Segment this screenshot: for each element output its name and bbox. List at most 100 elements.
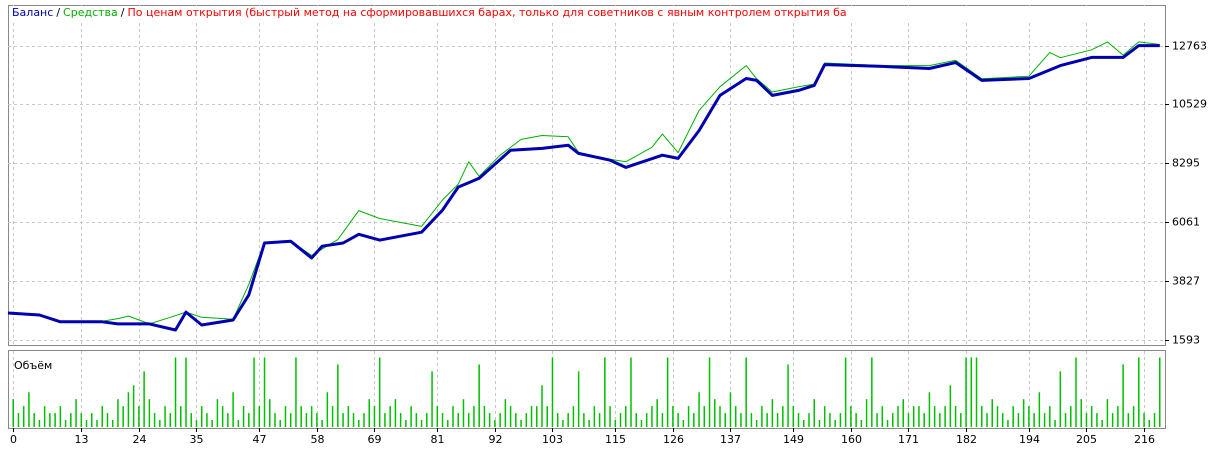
volume-bar [986, 413, 988, 427]
volume-bar [1127, 413, 1130, 427]
volume-bar [1049, 406, 1051, 427]
volume-bar [1028, 406, 1030, 427]
volume-bar [1106, 399, 1109, 427]
volume-bar [85, 420, 88, 427]
volume-bar [174, 357, 177, 427]
volume-bar [70, 413, 72, 427]
volume-bar [876, 413, 878, 427]
volume-bar [509, 406, 512, 427]
x-tick-label: 194 [1019, 433, 1040, 446]
volume-bar [761, 406, 763, 427]
y-tick-label: 12763 [1172, 40, 1207, 53]
volume-bar [740, 413, 742, 427]
volume-bar [389, 406, 391, 427]
volume-bar [91, 413, 93, 427]
volume-bar [604, 357, 606, 427]
volume-bar [881, 406, 884, 427]
volume-bar [394, 399, 397, 427]
volume-bar [614, 420, 617, 427]
volume-bar [321, 420, 323, 427]
x-tick-label: 35 [190, 433, 204, 446]
volume-bar [28, 392, 30, 427]
volume-bar [1143, 413, 1145, 427]
volume-bar [656, 399, 658, 427]
legend-separator: / [121, 6, 125, 19]
volume-bar [839, 413, 842, 427]
volume-bar [1096, 413, 1098, 427]
volume-bar [75, 399, 77, 427]
volume-bar [996, 406, 999, 427]
volume-bar [331, 406, 334, 427]
volume-bar [960, 413, 962, 427]
volume-bar [17, 413, 20, 427]
volume-bar [185, 357, 187, 427]
x-tick-label: 149 [783, 433, 804, 446]
volume-bar [1111, 413, 1114, 427]
volume-bar [462, 399, 465, 427]
volume-bar [965, 357, 967, 427]
volume-bar [1054, 420, 1056, 427]
volume-bar [897, 406, 899, 427]
volume-bar [316, 413, 318, 427]
volume-bar [970, 357, 973, 427]
volume-bar [981, 406, 983, 427]
volume-bar [22, 406, 25, 427]
x-tick-label: 205 [1076, 433, 1097, 446]
volume-bar [583, 413, 585, 427]
volume-bar [59, 406, 62, 427]
volume-bar [682, 420, 685, 427]
volume-bar [755, 420, 758, 427]
volume-bar [504, 399, 507, 427]
volume-bar [232, 392, 234, 427]
volume-bar [677, 413, 679, 427]
x-tick-label: 47 [253, 433, 267, 446]
series-line [7, 44, 1160, 332]
volume-bar [902, 399, 904, 427]
volume-bar [431, 371, 433, 427]
volume-bar [452, 406, 454, 427]
volume-bar [745, 357, 747, 427]
volume-bar [703, 406, 706, 427]
volume-bar [80, 413, 83, 427]
volume-bar [834, 420, 836, 427]
volume-bar [598, 413, 601, 427]
volume-bar [588, 420, 590, 427]
volume-bar [923, 413, 925, 427]
x-tick-label: 0 [10, 433, 17, 446]
volume-bar [1159, 357, 1161, 427]
chart-title: Баланс / Средства / По ценам открытия (быстр… [12, 6, 847, 19]
volume-bar [200, 406, 203, 427]
volume-bar [169, 413, 172, 427]
volume-bar [399, 413, 402, 427]
volume-bar [258, 406, 261, 427]
volume-bar [1148, 420, 1151, 427]
volume-bar [954, 406, 957, 427]
x-tick-label: 182 [956, 433, 977, 446]
volume-bar [708, 357, 711, 427]
volume-bar [939, 413, 941, 427]
main-panel [8, 5, 1166, 346]
volume-bar [373, 406, 376, 427]
legend-balance: Баланс [12, 6, 53, 19]
x-tick-label: 92 [489, 433, 503, 446]
volume-bar [499, 413, 501, 427]
volume-bar [384, 413, 386, 427]
volume-bar [520, 420, 522, 427]
legend-separator: / [56, 6, 60, 19]
volume-bar [541, 385, 543, 427]
volume-bar [38, 420, 41, 427]
volume-bar [572, 406, 575, 427]
volume-bar [666, 357, 669, 427]
x-tick-label: 69 [368, 433, 382, 446]
volume-bar [698, 392, 700, 427]
volume-bar [687, 406, 690, 427]
volume-bar [693, 413, 695, 427]
y-tick-label: 3827 [1172, 275, 1200, 288]
volume-bar [143, 371, 145, 427]
volume-bar [180, 406, 182, 427]
volume-bar [190, 413, 192, 427]
volume-bar [1085, 413, 1088, 427]
volume-bar [771, 399, 774, 427]
volume-bar [892, 413, 894, 427]
volume-bar [358, 420, 360, 427]
